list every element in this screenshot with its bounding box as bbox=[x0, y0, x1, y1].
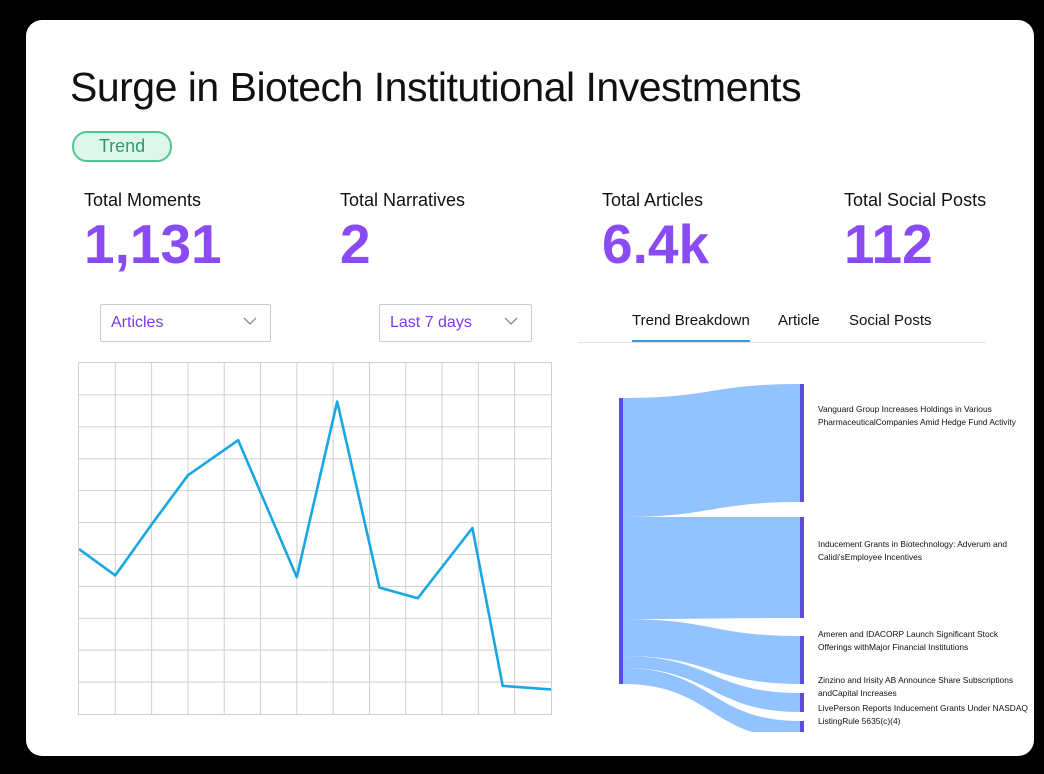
stat-total-articles: Total Articles 6.4k bbox=[602, 190, 709, 272]
sankey-link bbox=[623, 619, 800, 684]
page-title: Surge in Biotech Institutional Investmen… bbox=[70, 64, 802, 110]
stat-value: 112 bbox=[844, 213, 933, 275]
line-chart-svg bbox=[79, 363, 551, 714]
trend-badge: Trend bbox=[72, 131, 172, 162]
sankey-target-node bbox=[800, 636, 804, 684]
type-dropdown-value: Articles bbox=[111, 314, 164, 331]
chevron-down-icon bbox=[242, 313, 258, 334]
sankey-label: LivePerson Reports Inducement Grants Und… bbox=[818, 703, 1028, 726]
stat-label: Total Social Posts bbox=[844, 190, 987, 210]
tab-bar: Trend Breakdown Article Social Posts bbox=[578, 304, 986, 343]
chevron-down-icon bbox=[503, 313, 519, 334]
sankey-label: Vanguard Group Increases Holdings in Var… bbox=[818, 404, 1016, 427]
sankey-target-node bbox=[800, 517, 804, 618]
stat-label: Total Moments bbox=[84, 190, 202, 210]
range-dropdown-value: Last 7 days bbox=[390, 314, 472, 331]
stat-value: 6.4k bbox=[602, 213, 710, 275]
range-dropdown[interactable]: Last 7 days bbox=[379, 304, 532, 342]
tab-social-posts[interactable]: Social Posts bbox=[849, 312, 932, 329]
sankey-link bbox=[623, 656, 800, 712]
sankey-link bbox=[623, 384, 800, 517]
stat-value: 1,131 bbox=[84, 213, 222, 275]
sankey-label: Ameren and IDACORP Launch Significant St… bbox=[818, 629, 999, 652]
sankey-label: Zinzino and Irisity AB Announce Share Su… bbox=[818, 675, 1014, 698]
stat-total-social-posts: Total Social Posts 112 bbox=[844, 190, 986, 272]
stat-value: 2 bbox=[340, 213, 371, 275]
sankey-target-node bbox=[800, 384, 804, 502]
tab-article[interactable]: Article bbox=[778, 312, 820, 329]
stat-label: Total Narratives bbox=[340, 190, 466, 210]
sankey-target-node bbox=[800, 693, 804, 712]
stat-total-moments: Total Moments 1,131 bbox=[84, 190, 222, 272]
stat-label: Total Articles bbox=[602, 190, 704, 210]
sankey-link bbox=[623, 517, 800, 619]
sankey-target-node bbox=[800, 721, 804, 732]
sankey-link bbox=[623, 668, 800, 732]
sankey-source-node bbox=[619, 398, 623, 684]
type-dropdown[interactable]: Articles bbox=[100, 304, 271, 342]
stat-total-narratives: Total Narratives 2 bbox=[340, 190, 465, 272]
sankey-diagram bbox=[619, 384, 804, 732]
tab-trend-breakdown[interactable]: Trend Breakdown bbox=[632, 312, 750, 342]
trend-line bbox=[79, 400, 551, 691]
trend-card: Surge in Biotech Institutional Investmen… bbox=[26, 20, 1034, 756]
sankey-label: Inducement Grants in Biotechnology: Adve… bbox=[818, 539, 1008, 562]
line-chart bbox=[78, 362, 552, 715]
